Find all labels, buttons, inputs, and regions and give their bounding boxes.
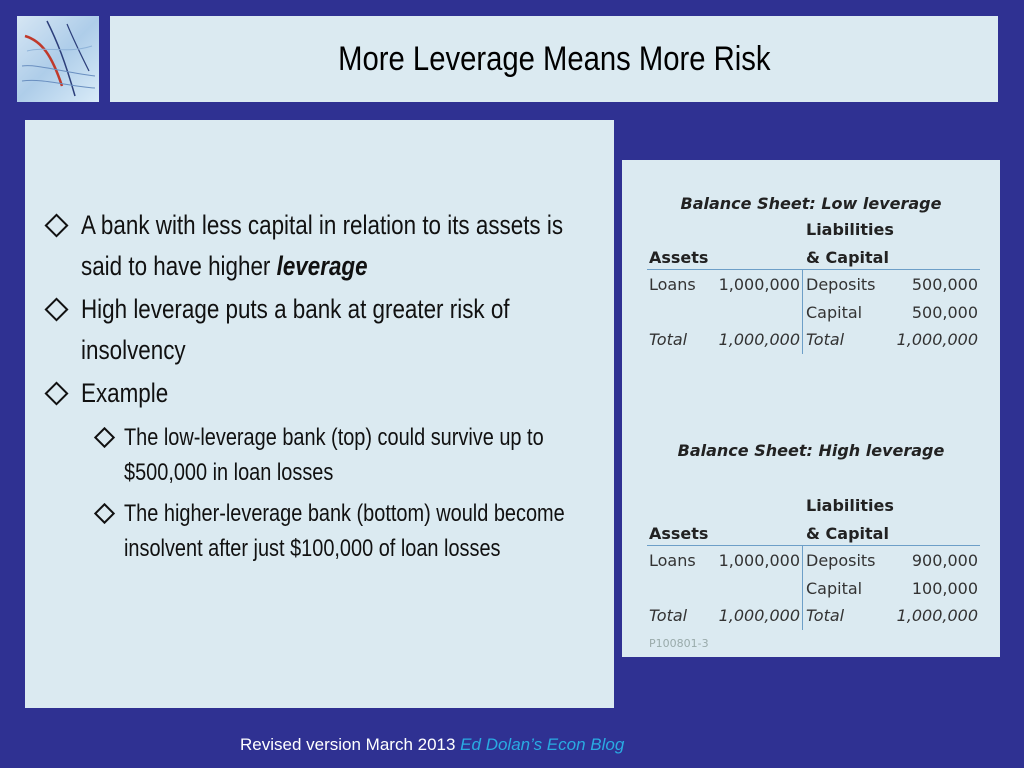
capital-header: & Capital <box>806 524 889 543</box>
logo <box>17 16 99 102</box>
footer: Revised version March 2013 Ed Dolan’s Ec… <box>240 735 624 755</box>
deposits-value: 500,000 <box>911 275 978 294</box>
diamond-bullet-icon <box>44 297 69 322</box>
diamond-bullet-icon <box>93 502 116 525</box>
deposits-label: Deposits <box>806 275 876 294</box>
blog-link[interactable]: Ed Dolan’s Econ Blog <box>460 735 625 754</box>
table-divider <box>802 546 803 630</box>
capital-label: Capital <box>806 303 863 322</box>
bullet-text: High leverage puts a bank at greater ris… <box>81 294 510 365</box>
capital-header: & Capital <box>806 248 889 267</box>
loans-value: 1,000,000 <box>718 551 800 570</box>
bullet-text: A bank with less capital in relation to … <box>81 210 564 281</box>
bullet-item: Example <box>44 373 601 414</box>
total-liabilities-value: 1,000,000 <box>896 606 978 625</box>
logo-graphic <box>21 20 96 97</box>
capital-value: 500,000 <box>911 303 978 322</box>
loans-label: Loans <box>649 551 696 570</box>
footer-text: Revised version March 2013 <box>240 735 461 754</box>
bullet-text: Example <box>81 378 169 408</box>
figure-code: P100801-3 <box>649 637 709 650</box>
total-label: Total <box>649 606 688 625</box>
table-rule <box>647 269 980 270</box>
total-assets-value: 1,000,000 <box>718 330 800 349</box>
table-rule <box>647 545 980 546</box>
balance-sheets-figure: Balance Sheet: Low leverage Liabilities … <box>622 160 1000 657</box>
total-label: Total <box>806 606 845 625</box>
liabilities-header: Liabilities <box>806 496 894 515</box>
diamond-bullet-icon <box>44 381 69 406</box>
table-divider <box>802 270 803 354</box>
sub-bullet-item: The higher-leverage bank (bottom) would … <box>93 496 609 566</box>
sub-bullet-item: The low-leverage bank (top) could surviv… <box>93 420 609 490</box>
bullet-item: High leverage puts a bank at greater ris… <box>44 289 601 371</box>
title-bar: More Leverage Means More Risk <box>110 16 998 102</box>
deposits-label: Deposits <box>806 551 876 570</box>
sub-bullet-text: The higher-leverage bank (bottom) would … <box>124 500 565 562</box>
capital-label: Capital <box>806 579 863 598</box>
content-panel: A bank with less capital in relation to … <box>25 120 614 708</box>
loans-label: Loans <box>649 275 696 294</box>
assets-header: Assets <box>649 524 709 543</box>
total-assets-value: 1,000,000 <box>718 606 800 625</box>
liabilities-header: Liabilities <box>806 220 894 239</box>
total-label: Total <box>649 330 688 349</box>
diamond-bullet-icon <box>93 426 116 449</box>
bullet-item: A bank with less capital in relation to … <box>44 205 601 287</box>
slide-title: More Leverage Means More Risk <box>337 39 771 78</box>
total-label: Total <box>806 330 845 349</box>
sub-bullet-text: The low-leverage bank (top) could surviv… <box>124 424 544 486</box>
diamond-bullet-icon <box>44 213 69 238</box>
capital-value: 100,000 <box>911 579 978 598</box>
bullet-list: A bank with less capital in relation to … <box>25 205 614 566</box>
sheet-title: Balance Sheet: Low leverage <box>680 194 942 213</box>
total-liabilities-value: 1,000,000 <box>896 330 978 349</box>
bullet-emphasis: leverage <box>276 251 368 281</box>
deposits-value: 900,000 <box>911 551 978 570</box>
sheet-title: Balance Sheet: High leverage <box>677 441 945 460</box>
assets-header: Assets <box>649 248 709 267</box>
loans-value: 1,000,000 <box>718 275 800 294</box>
